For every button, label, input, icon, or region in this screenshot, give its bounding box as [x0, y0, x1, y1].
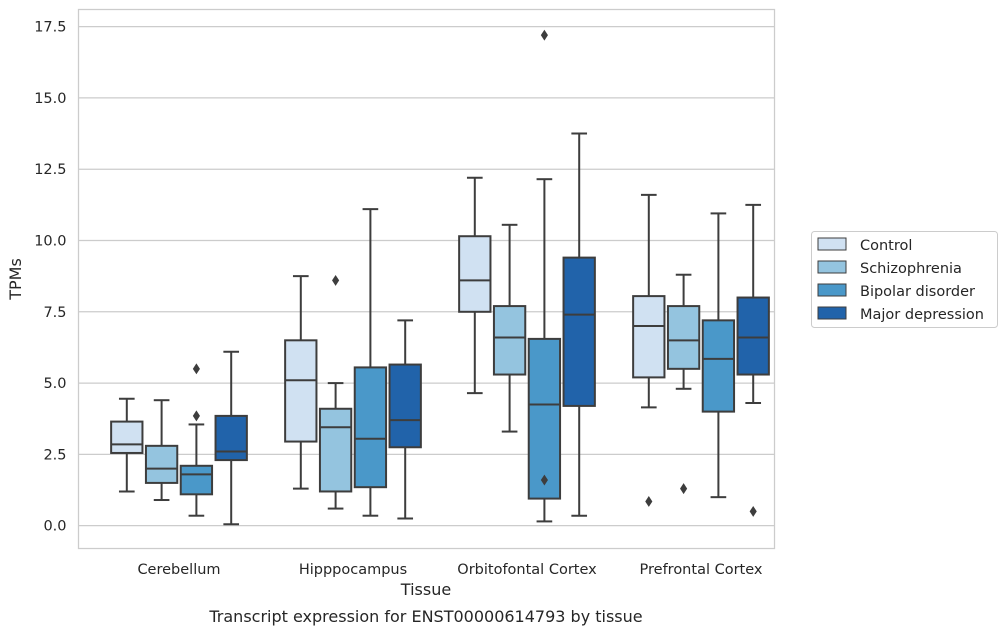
box-3-1 — [666, 273, 701, 495]
y-tick-label: 15.0 — [34, 91, 66, 107]
x-tick-labels: Cerebellum Hipppocampus Orbitofontal Corte… — [137, 562, 762, 578]
box-2-3 — [562, 132, 596, 517]
box-body — [736, 296, 770, 376]
box-body — [214, 414, 248, 462]
outlier-point — [192, 363, 200, 375]
box-body — [632, 295, 666, 379]
outlier-point — [540, 29, 548, 41]
box-body — [562, 256, 596, 407]
legend-swatch — [817, 260, 847, 274]
legend-swatch — [817, 306, 847, 320]
box-body — [527, 337, 562, 500]
grid-lines — [78, 25, 775, 527]
legend-label: Bipolar disorder — [860, 284, 975, 300]
x-tick-label: Prefrontal Cortex — [640, 562, 763, 578]
legend-label: Major depression — [860, 307, 984, 323]
box-body — [458, 235, 492, 313]
box-3-3 — [736, 203, 770, 517]
legend-label: Schizophrenia — [860, 261, 962, 277]
outlier-point — [749, 505, 757, 517]
y-tick-label: 5.0 — [43, 376, 66, 392]
x-tick-label: Cerebellum — [137, 562, 220, 578]
box-body — [388, 363, 422, 449]
y-axis-label: TPMs — [6, 258, 25, 301]
x-tick-label: Hipppocampus — [299, 562, 407, 578]
outlier-point — [680, 483, 688, 495]
y-tick-label: 2.5 — [43, 447, 66, 463]
box-body — [179, 464, 214, 496]
legend-label: Control — [860, 238, 912, 254]
box-body — [318, 407, 353, 493]
chart-title: Transcript expression for ENST0000061479… — [208, 607, 642, 626]
x-tick-label: Orbitofontal Cortex — [457, 562, 597, 578]
legend-swatch — [817, 283, 847, 297]
box-2-2 — [527, 29, 562, 523]
legend: Control Schizophrenia Bipolar disorder Majo… — [811, 231, 998, 328]
box-3-2 — [701, 212, 736, 499]
y-tick-label: 10.0 — [34, 234, 66, 250]
legend-frame — [811, 231, 998, 328]
box-1-0 — [284, 275, 318, 490]
box-body — [666, 305, 701, 370]
box-2-1 — [492, 223, 527, 433]
box-body — [284, 339, 318, 443]
y-tick-label: 12.5 — [34, 162, 66, 178]
outlier-point — [192, 410, 200, 422]
y-tick-labels: 0.0 2.5 5.0 7.5 10.0 12.5 15.0 17.5 — [34, 20, 66, 535]
boxes — [110, 29, 770, 526]
box-body — [492, 305, 527, 376]
box-0-3 — [214, 350, 248, 526]
outlier-point — [332, 274, 340, 286]
y-tick-label: 17.5 — [34, 20, 66, 36]
y-tick-label: 7.5 — [43, 305, 66, 321]
y-tick-label: 0.0 — [43, 519, 66, 535]
box-1-1 — [318, 274, 353, 510]
box-1-2 — [353, 208, 388, 517]
outlier-point — [645, 495, 653, 507]
box-body — [353, 366, 388, 489]
box-0-0 — [110, 397, 144, 493]
box-0-2 — [179, 363, 214, 517]
box-2-0 — [458, 176, 492, 395]
plot-frame — [77, 8, 776, 550]
box-3-0 — [632, 193, 666, 507]
box-body — [144, 444, 179, 484]
box-1-3 — [388, 319, 422, 520]
outlier-point — [540, 474, 548, 486]
box-0-1 — [144, 399, 179, 502]
box-body — [110, 420, 144, 454]
box-body — [701, 319, 736, 413]
x-axis-label: Tissue — [400, 580, 451, 599]
legend-swatch — [817, 237, 847, 251]
